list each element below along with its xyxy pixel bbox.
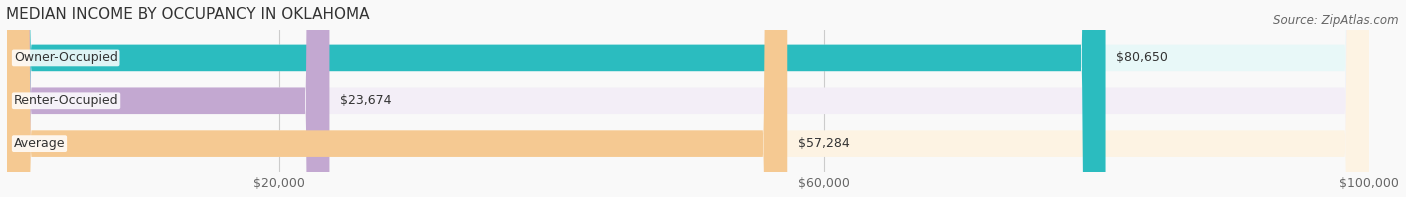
Text: Source: ZipAtlas.com: Source: ZipAtlas.com	[1274, 14, 1399, 27]
Text: Average: Average	[14, 137, 65, 150]
Text: Renter-Occupied: Renter-Occupied	[14, 94, 118, 107]
FancyBboxPatch shape	[7, 0, 1105, 197]
Text: $80,650: $80,650	[1116, 51, 1168, 64]
Text: Owner-Occupied: Owner-Occupied	[14, 51, 118, 64]
Text: $23,674: $23,674	[340, 94, 392, 107]
FancyBboxPatch shape	[7, 0, 1369, 197]
Text: MEDIAN INCOME BY OCCUPANCY IN OKLAHOMA: MEDIAN INCOME BY OCCUPANCY IN OKLAHOMA	[6, 7, 370, 22]
FancyBboxPatch shape	[7, 0, 1369, 197]
FancyBboxPatch shape	[7, 0, 1369, 197]
FancyBboxPatch shape	[7, 0, 329, 197]
Text: $57,284: $57,284	[799, 137, 849, 150]
FancyBboxPatch shape	[7, 0, 787, 197]
